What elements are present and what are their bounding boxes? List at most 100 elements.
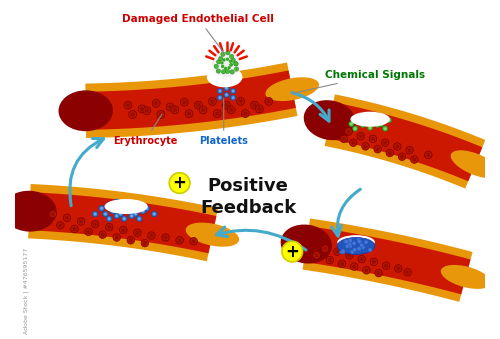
Circle shape: [51, 212, 55, 216]
Ellipse shape: [450, 150, 500, 178]
Circle shape: [360, 243, 364, 247]
Circle shape: [229, 108, 234, 112]
Text: Erythrocyte: Erythrocyte: [112, 114, 177, 146]
Circle shape: [110, 208, 116, 214]
Circle shape: [406, 270, 410, 274]
Circle shape: [232, 90, 234, 92]
Circle shape: [70, 225, 78, 233]
Circle shape: [230, 70, 234, 74]
Circle shape: [362, 143, 369, 150]
Circle shape: [230, 63, 233, 66]
Text: Adobe Stock | #476595177: Adobe Stock | #476595177: [24, 248, 30, 334]
Circle shape: [106, 216, 112, 221]
Circle shape: [120, 226, 127, 234]
Circle shape: [231, 58, 235, 62]
Circle shape: [357, 240, 362, 244]
Circle shape: [157, 111, 165, 118]
Circle shape: [138, 217, 140, 220]
Circle shape: [124, 101, 132, 109]
Circle shape: [372, 119, 375, 121]
Circle shape: [222, 58, 226, 62]
Circle shape: [218, 88, 222, 94]
Ellipse shape: [338, 235, 375, 249]
Circle shape: [153, 213, 156, 215]
Circle shape: [208, 97, 216, 105]
Circle shape: [114, 213, 119, 219]
Circle shape: [348, 242, 352, 246]
Circle shape: [121, 228, 126, 232]
Circle shape: [344, 239, 348, 243]
Circle shape: [346, 252, 354, 259]
Circle shape: [144, 205, 150, 211]
Circle shape: [158, 112, 163, 117]
Circle shape: [362, 123, 364, 126]
Circle shape: [256, 105, 264, 113]
Circle shape: [129, 213, 134, 219]
Ellipse shape: [207, 67, 242, 87]
Circle shape: [213, 109, 221, 118]
Circle shape: [426, 153, 430, 157]
Circle shape: [342, 137, 346, 141]
Circle shape: [93, 222, 97, 226]
Circle shape: [196, 103, 200, 107]
Circle shape: [187, 112, 191, 116]
Circle shape: [138, 105, 146, 113]
Circle shape: [234, 67, 238, 71]
Circle shape: [323, 247, 327, 251]
Circle shape: [144, 108, 149, 113]
Circle shape: [265, 97, 272, 105]
Circle shape: [357, 246, 361, 251]
Circle shape: [352, 241, 356, 245]
Circle shape: [146, 207, 148, 210]
Circle shape: [126, 103, 130, 107]
Circle shape: [152, 99, 160, 107]
Circle shape: [176, 237, 184, 244]
Text: Damaged Endothelial Cell: Damaged Endothelial Cell: [122, 14, 274, 54]
Text: Positive
Feedback: Positive Feedback: [200, 177, 296, 217]
Circle shape: [257, 107, 262, 111]
Circle shape: [344, 240, 348, 244]
Circle shape: [394, 265, 402, 272]
Circle shape: [143, 241, 147, 245]
Circle shape: [114, 235, 119, 240]
Text: Platelets: Platelets: [200, 99, 248, 146]
Circle shape: [424, 151, 432, 159]
Ellipse shape: [280, 224, 332, 263]
Polygon shape: [326, 102, 482, 181]
Circle shape: [376, 123, 379, 126]
Circle shape: [190, 238, 198, 245]
Circle shape: [171, 106, 179, 114]
Circle shape: [364, 144, 368, 148]
Circle shape: [134, 213, 137, 215]
Circle shape: [100, 233, 104, 237]
Circle shape: [382, 262, 390, 270]
Text: +: +: [172, 174, 186, 192]
Circle shape: [116, 215, 118, 217]
Circle shape: [140, 107, 144, 111]
Circle shape: [222, 69, 226, 74]
Circle shape: [326, 256, 334, 264]
Circle shape: [123, 217, 126, 220]
Circle shape: [224, 86, 229, 91]
Circle shape: [230, 95, 235, 100]
Circle shape: [396, 266, 400, 271]
Circle shape: [340, 249, 345, 253]
Circle shape: [85, 228, 92, 236]
Ellipse shape: [304, 100, 356, 140]
Circle shape: [94, 213, 96, 215]
Circle shape: [220, 52, 225, 56]
Circle shape: [371, 137, 375, 141]
Circle shape: [224, 103, 228, 107]
Circle shape: [228, 106, 235, 114]
Circle shape: [112, 210, 114, 213]
Text: Chemical Signals: Chemical Signals: [293, 70, 425, 93]
Ellipse shape: [186, 223, 239, 247]
Ellipse shape: [212, 51, 240, 77]
Circle shape: [334, 248, 341, 255]
Circle shape: [86, 230, 90, 234]
Circle shape: [382, 139, 389, 146]
Circle shape: [386, 118, 392, 123]
Circle shape: [374, 145, 382, 153]
Circle shape: [368, 248, 372, 252]
Circle shape: [383, 141, 387, 145]
